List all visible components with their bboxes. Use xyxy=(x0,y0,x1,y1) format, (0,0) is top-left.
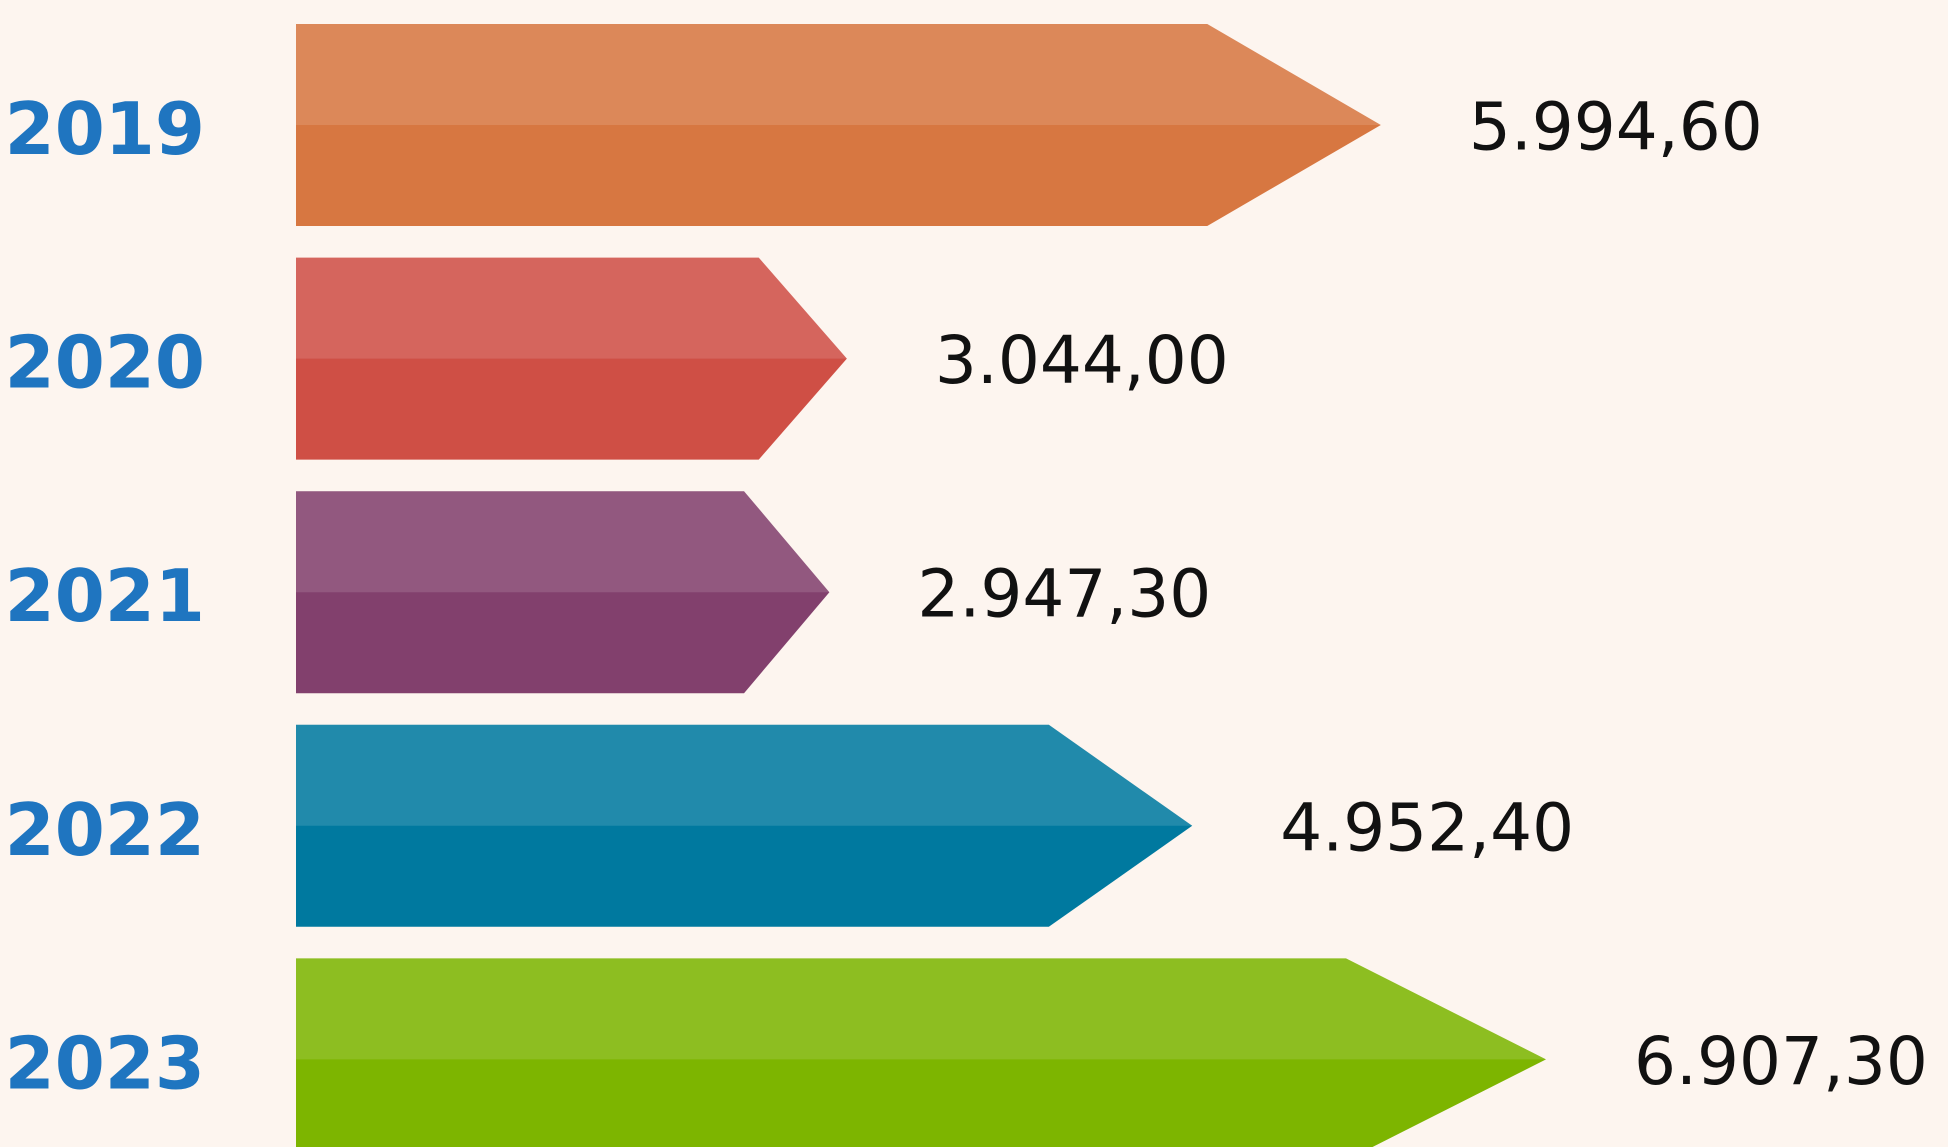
bar xyxy=(296,24,1381,226)
bar xyxy=(296,257,847,460)
value-label: 4.952,40 xyxy=(1280,789,1574,866)
bar xyxy=(296,724,1193,927)
category-label: 2020 xyxy=(5,321,205,405)
bar-highlight xyxy=(296,724,1193,826)
bar-highlight xyxy=(296,958,1546,1060)
bar-highlight xyxy=(296,257,847,359)
value-label: 3.044,00 xyxy=(935,322,1229,399)
category-label: 2022 xyxy=(5,788,205,872)
bar-highlight xyxy=(296,491,830,593)
category-label: 2023 xyxy=(5,1021,205,1105)
bar-highlight xyxy=(296,24,1381,125)
value-label: 2.947,30 xyxy=(917,556,1211,633)
bar xyxy=(296,958,1546,1147)
value-label: 5.994,60 xyxy=(1469,89,1763,166)
category-label: 2019 xyxy=(5,87,205,171)
value-label: 6.907,30 xyxy=(1634,1023,1928,1100)
category-label: 2021 xyxy=(5,554,205,638)
bar xyxy=(296,491,830,694)
